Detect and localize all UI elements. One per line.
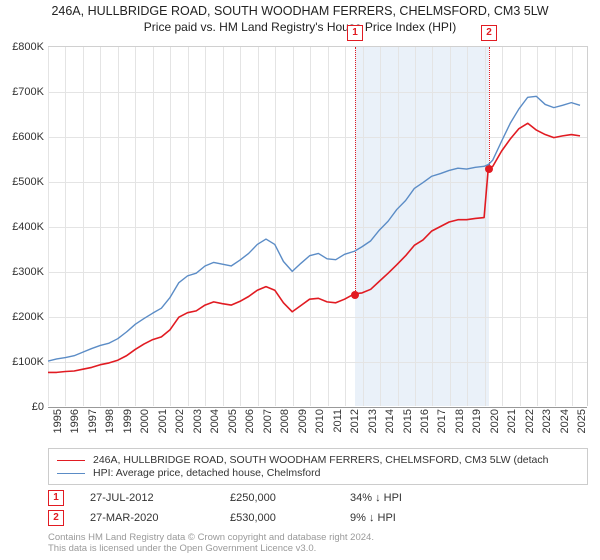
series-hpi (48, 96, 580, 361)
y-tick-label: £100K (2, 356, 44, 368)
y-tick-label: £200K (2, 311, 44, 323)
marker-box: 1 (347, 25, 363, 41)
x-tick-label: 2013 (367, 409, 379, 433)
marker-table-price: £530,000 (230, 512, 350, 524)
x-tick-label: 2018 (454, 409, 466, 433)
legend-label: 246A, HULLBRIDGE ROAD, SOUTH WOODHAM FER… (93, 454, 548, 466)
legend-item: HPI: Average price, detached house, Chel… (57, 467, 579, 479)
y-tick-label: £400K (2, 221, 44, 233)
x-tick-label: 2009 (297, 409, 309, 433)
chart-legend: 246A, HULLBRIDGE ROAD, SOUTH WOODHAM FER… (48, 448, 588, 485)
y-tick-label: £300K (2, 266, 44, 278)
x-tick-label: 2008 (279, 409, 291, 433)
legend-swatch (57, 473, 85, 474)
y-tick-label: £0 (2, 401, 44, 413)
x-tick-label: 2017 (436, 409, 448, 433)
footer-attribution: Contains HM Land Registry data © Crown c… (48, 532, 588, 555)
x-tick-label: 2024 (559, 409, 571, 433)
x-tick-label: 2019 (471, 409, 483, 433)
x-tick-label: 2007 (262, 409, 274, 433)
x-tick-label: 2005 (227, 409, 239, 433)
legend-item: 246A, HULLBRIDGE ROAD, SOUTH WOODHAM FER… (57, 454, 579, 466)
x-tick-label: 2004 (209, 409, 221, 433)
x-tick-label: 2006 (244, 409, 256, 433)
marker-box: 2 (481, 25, 497, 41)
x-tick-label: 2020 (489, 409, 501, 433)
marker-table-id: 2 (48, 510, 64, 526)
x-tick-label: 1998 (104, 409, 116, 433)
marker-table-price: £250,000 (230, 492, 350, 504)
y-tick-label: £600K (2, 131, 44, 143)
x-tick-label: 2016 (419, 409, 431, 433)
marker-table-diff: 34% ↓ HPI (350, 492, 402, 504)
x-tick-label: 2014 (384, 409, 396, 433)
x-tick-label: 2001 (157, 409, 169, 433)
x-tick-label: 1995 (52, 409, 64, 433)
x-tick-label: 2025 (576, 409, 588, 433)
legend-swatch (57, 460, 85, 461)
x-tick-label: 2003 (192, 409, 204, 433)
series-price_paid (48, 123, 580, 372)
x-tick-label: 2002 (174, 409, 186, 433)
y-tick-label: £500K (2, 176, 44, 188)
marker-table-date: 27-JUL-2012 (90, 492, 230, 504)
marker-table-id: 1 (48, 490, 64, 506)
marker-table: 1 27-JUL-2012£250,00034% ↓ HPI 2 27-MAR-202… (48, 490, 588, 530)
marker-table-diff: 9% ↓ HPI (350, 512, 396, 524)
footer-line-2: This data is licensed under the Open Gov… (48, 543, 588, 554)
x-tick-label: 2021 (506, 409, 518, 433)
x-tick-label: 2010 (314, 409, 326, 433)
y-tick-label: £800K (2, 41, 44, 53)
chart-plot-area: £0£100K£200K£300K£400K£500K£600K£700K£80… (48, 46, 588, 406)
x-tick-label: 2023 (541, 409, 553, 433)
x-tick-label: 2015 (402, 409, 414, 433)
chart-lines (48, 47, 587, 406)
x-tick-label: 1997 (87, 409, 99, 433)
marker-table-row: 1 27-JUL-2012£250,00034% ↓ HPI (48, 490, 588, 506)
marker-table-row: 2 27-MAR-2020£530,0009% ↓ HPI (48, 510, 588, 526)
x-tick-label: 2012 (349, 409, 361, 433)
legend-label: HPI: Average price, detached house, Chel… (93, 467, 320, 479)
x-tick-label: 1996 (69, 409, 81, 433)
chart-subtitle: Price paid vs. HM Land Registry's House … (0, 18, 600, 34)
marker-table-date: 27-MAR-2020 (90, 512, 230, 524)
footer-line-1: Contains HM Land Registry data © Crown c… (48, 532, 588, 543)
x-tick-label: 1999 (122, 409, 134, 433)
x-tick-label: 2022 (524, 409, 536, 433)
x-tick-label: 2011 (332, 409, 344, 433)
chart-title: 246A, HULLBRIDGE ROAD, SOUTH WOODHAM FER… (0, 0, 600, 18)
x-tick-label: 2000 (139, 409, 151, 433)
y-tick-label: £700K (2, 86, 44, 98)
